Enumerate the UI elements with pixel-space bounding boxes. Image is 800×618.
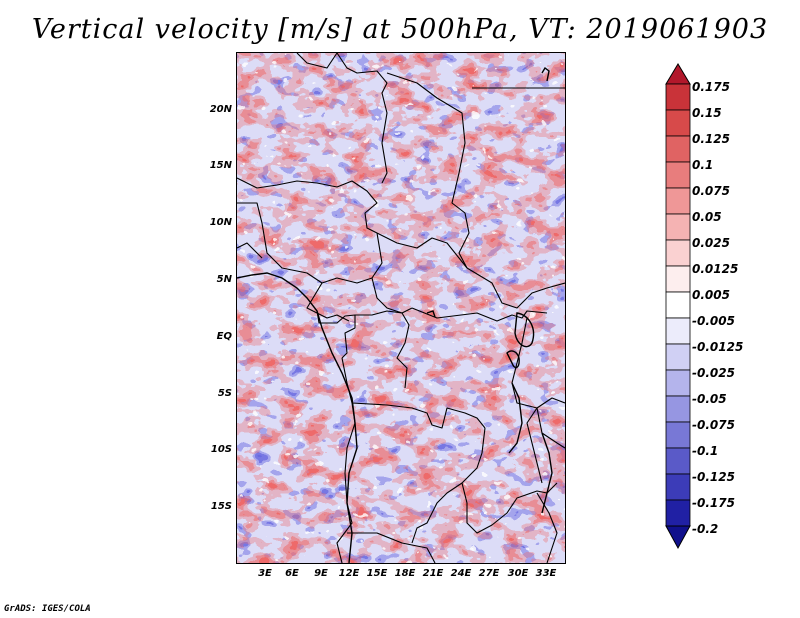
lon-label-3e: 3E	[258, 568, 272, 579]
colorbar-label: 0.005	[692, 288, 730, 302]
colorbar-label: 0.075	[692, 184, 730, 198]
colorbar-swatch	[665, 265, 691, 293]
country-borders	[237, 53, 565, 563]
colorbar-label: -0.005	[692, 314, 735, 328]
coastlines	[237, 66, 553, 563]
colorbar-swatch	[665, 161, 691, 189]
lon-label-21e: 21E	[422, 568, 444, 579]
lat-label-eq: EQ	[216, 331, 232, 342]
colorbar-swatch	[665, 421, 691, 449]
colorbar-swatch	[665, 499, 691, 527]
colorbar-swatch	[665, 187, 691, 215]
colorbar-swatch	[665, 83, 691, 111]
colorbar-label: -0.05	[692, 392, 727, 406]
colorbar-label: -0.025	[692, 366, 735, 380]
colorbar-label: -0.125	[692, 470, 735, 484]
colorbar-label: -0.2	[692, 522, 719, 536]
colorbar-label: 0.05	[692, 210, 722, 224]
lat-label-10s: 10S	[210, 444, 232, 455]
colorbar-swatch	[665, 447, 691, 475]
colorbar-label: -0.075	[692, 418, 735, 432]
lon-label-27e: 27E	[478, 568, 500, 579]
colorbar-swatch	[665, 213, 691, 241]
colorbar-bottom-arrow	[665, 525, 691, 550]
credit-text: GrADS: IGES/COLA	[4, 604, 91, 614]
colorbar-top-arrow	[665, 63, 691, 85]
colorbar-label: 0.175	[692, 80, 730, 94]
colorbar-swatch	[665, 109, 691, 137]
map-title: Vertical velocity [m/s] at 500hPa, VT: 2…	[31, 14, 769, 45]
lat-label-5s: 5S	[217, 388, 232, 399]
map-plot	[236, 52, 566, 564]
lon-label-9e: 9E	[314, 568, 328, 579]
colorbar-label: 0.125	[692, 132, 730, 146]
colorbar-label: -0.1	[692, 444, 719, 458]
lat-label-5n: 5N	[216, 274, 232, 285]
colorbar-swatch	[665, 395, 691, 423]
colorbar-swatch	[665, 369, 691, 397]
lat-label-20n: 20N	[209, 104, 232, 115]
colorbar	[665, 63, 691, 550]
lat-label-15s: 15S	[210, 501, 232, 512]
colorbar-swatch	[665, 343, 691, 371]
lat-label-10n: 10N	[209, 217, 232, 228]
colorbar-label: 0.0125	[692, 262, 739, 276]
colorbar-label: -0.175	[692, 496, 735, 510]
lon-label-30e: 30E	[507, 568, 529, 579]
colorbar-label: 0.15	[692, 106, 722, 120]
lon-label-24e: 24E	[450, 568, 472, 579]
colorbar-swatch	[665, 317, 691, 345]
lon-label-15e: 15E	[366, 568, 388, 579]
lon-label-18e: 18E	[394, 568, 416, 579]
lon-label-12e: 12E	[338, 568, 360, 579]
lon-label-33e: 33E	[535, 568, 557, 579]
lat-label-15n: 15N	[209, 160, 232, 171]
colorbar-swatch	[665, 135, 691, 163]
colorbar-swatch	[665, 239, 691, 267]
lon-label-6e: 6E	[285, 568, 299, 579]
colorbar-swatch	[665, 473, 691, 501]
colorbar-label: 0.1	[692, 158, 714, 172]
velocity-field	[237, 53, 565, 563]
colorbar-label: 0.025	[692, 236, 730, 250]
colorbar-swatch	[665, 291, 691, 319]
colorbar-label: -0.0125	[692, 340, 744, 354]
